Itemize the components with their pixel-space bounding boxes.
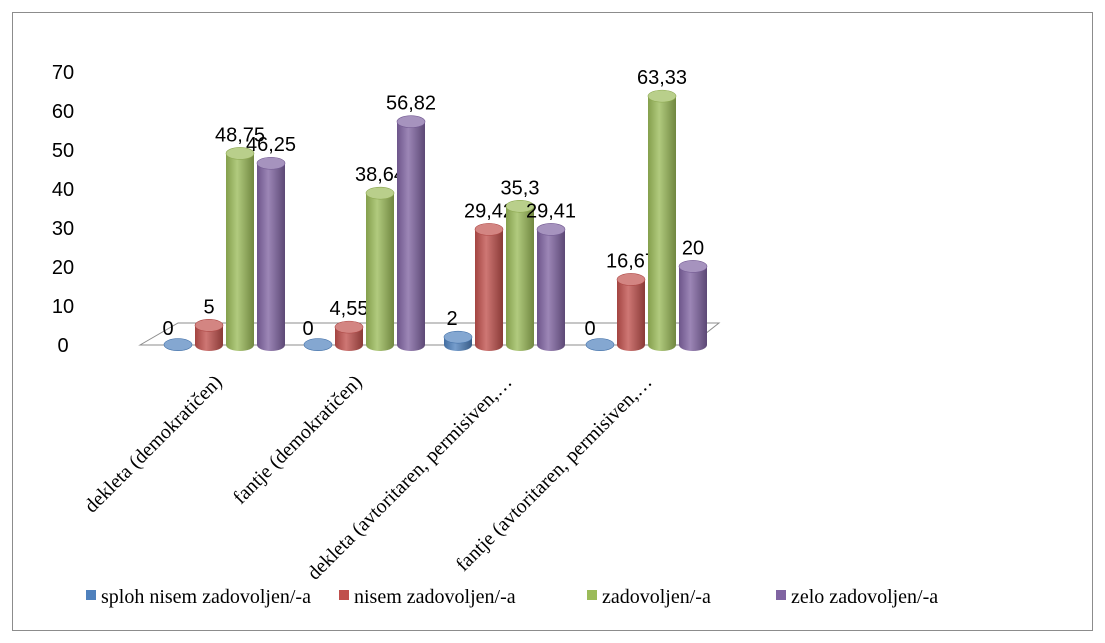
- legend-swatch: [776, 590, 786, 600]
- data-label: 48,75: [215, 124, 265, 146]
- y-tick-label: 70: [52, 62, 74, 84]
- category-label: dekleta (demokratičen): [80, 371, 226, 517]
- bar-top: [225, 147, 255, 160]
- legend-label: zadovoljen/-a: [602, 586, 711, 608]
- bar-4-4: [678, 260, 708, 351]
- data-label: 38,64: [355, 164, 405, 186]
- bar-top: [443, 330, 473, 344]
- bar-4-1: [585, 338, 615, 351]
- bar-top: [474, 223, 504, 236]
- y-tick-label: 30: [52, 218, 74, 240]
- data-label: 20: [682, 237, 704, 259]
- legend-swatch: [339, 590, 349, 600]
- bar-1-1: [163, 338, 193, 351]
- bar-top: [396, 115, 426, 128]
- y-tick-label: 20: [52, 257, 74, 279]
- data-label: 29,42: [464, 200, 514, 222]
- data-label: 2: [446, 308, 457, 330]
- data-label: 63,33: [637, 67, 687, 89]
- bar-3-3: [505, 199, 535, 351]
- bar-2-1: [303, 338, 333, 351]
- bar-body: [537, 229, 565, 351]
- bar-body: [506, 206, 534, 351]
- y-axis-ticks: 0 10 20 30 40 50 60 70: [52, 62, 74, 357]
- legend-item: nisem zadovoljen/-a: [339, 586, 516, 608]
- chart-svg: 0102030405060700548,7546,2504,5538,6456,…: [52, 62, 938, 608]
- data-label: 16,67: [606, 250, 656, 272]
- bar-top: [303, 338, 333, 351]
- data-label: 0: [302, 318, 313, 340]
- category-label: fantje (demokratičen): [229, 371, 367, 509]
- y-tick-label: 0: [57, 335, 68, 357]
- bar-body: [257, 163, 285, 351]
- bar-body: [617, 279, 645, 351]
- chart-frame: 0 10 20 30 40 50 60 70 0 5 48,75 46,25 0 4,55 38,64 56,…: [12, 12, 1093, 631]
- bar-4-3: [647, 89, 677, 351]
- legend-item: zadovoljen/-a: [587, 586, 711, 608]
- bar-top: [647, 89, 677, 103]
- x-axis-labels: dekleta (demokratičen) fantje (demokratič…: [80, 371, 656, 584]
- bar-top: [163, 338, 193, 351]
- legend-label: nisem zadovoljen/-a: [354, 586, 516, 608]
- data-label: 46,25: [246, 134, 296, 156]
- bar-top: [678, 260, 708, 273]
- bar-3-2: [474, 223, 504, 351]
- y-tick-label: 10: [52, 296, 74, 318]
- bar-4-2: [616, 273, 646, 351]
- bar-3-1: [443, 330, 473, 351]
- bar-top: [334, 320, 364, 334]
- bar-top: [616, 273, 646, 286]
- legend-swatch: [86, 590, 96, 600]
- bar-1-4: [256, 156, 286, 351]
- y-tick-label: 60: [52, 101, 74, 123]
- bar-2-4: [396, 115, 426, 351]
- legend-item: zelo zadovoljen/-a: [776, 586, 938, 608]
- data-label: 5: [203, 296, 214, 318]
- bar-body: [335, 327, 363, 351]
- bar-3-4: [536, 223, 566, 351]
- data-label: 4,55: [330, 298, 369, 320]
- bar-2-2: [334, 320, 364, 351]
- bar-body: [679, 266, 707, 351]
- legend-label: zelo zadovoljen/-a: [791, 586, 938, 608]
- bar-body: [366, 193, 394, 351]
- bar-top: [585, 338, 615, 351]
- bar-2-3: [365, 186, 395, 351]
- bar-body: [397, 121, 425, 351]
- y-tick-label: 50: [52, 140, 74, 162]
- legend-label: sploh nisem zadovoljen/-a: [101, 586, 311, 608]
- legend-item: sploh nisem zadovoljen/-a: [86, 586, 311, 608]
- bar-body: [475, 229, 503, 351]
- data-label: 0: [162, 318, 173, 340]
- bar-top: [505, 199, 535, 213]
- bar-1-3: [225, 147, 255, 351]
- bar-body: [195, 325, 223, 351]
- bar-body: [226, 153, 254, 351]
- data-label: 0: [584, 318, 595, 340]
- bar-1-2: [194, 319, 224, 351]
- data-label: 56,82: [386, 93, 436, 115]
- data-label: 29,41: [526, 200, 576, 222]
- legend: sploh nisem zadovoljen/-a nisem zadovolje…: [86, 586, 938, 608]
- bar-top: [256, 156, 286, 170]
- y-tick-label: 40: [52, 179, 74, 201]
- bar-top: [194, 319, 224, 332]
- bar-body: [648, 96, 676, 351]
- bar-top: [365, 186, 395, 200]
- legend-swatch: [587, 590, 597, 600]
- bar-top: [536, 223, 566, 236]
- data-label: 35,3: [501, 177, 540, 199]
